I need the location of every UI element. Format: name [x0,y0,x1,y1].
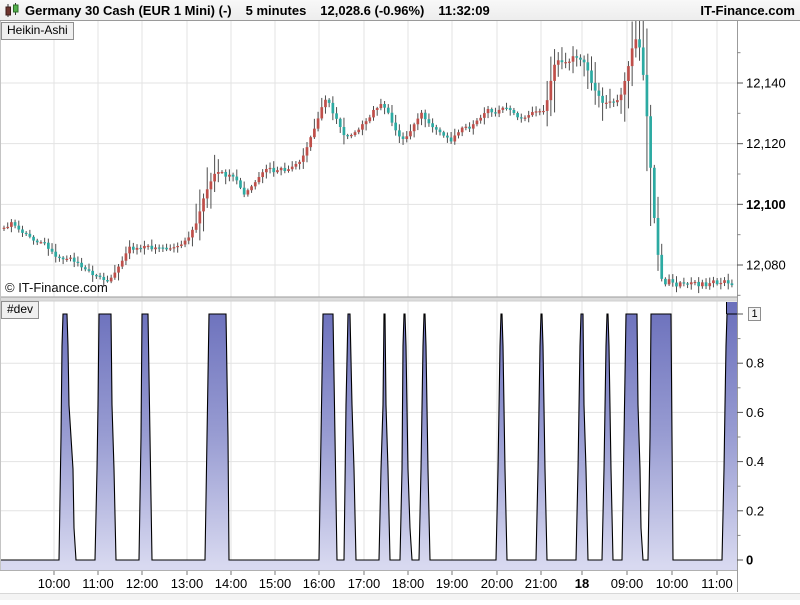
indicator-value-badge: 1 [748,307,761,321]
dev-indicator-series[interactable] [0,302,737,570]
price-axis[interactable]: 12,140 12,120 12,100 12,080 [737,52,786,296]
svg-text:21:00: 21:00 [525,576,558,591]
copyright-watermark: © IT-Finance.com [5,280,108,295]
svg-text:10:00: 10:00 [38,576,71,591]
pane-borders [0,21,800,600]
svg-text:14:00: 14:00 [215,576,248,591]
svg-text:0: 0 [746,553,753,568]
indicator-axis[interactable]: 0.8 0.6 0.4 0.2 0 [737,313,764,568]
instrument-name: Germany 30 Cash (EUR 1 Mini) (-) [25,2,232,18]
svg-text:0.8: 0.8 [746,356,764,371]
svg-text:20:00: 20:00 [481,576,514,591]
svg-text:12,080: 12,080 [746,257,786,272]
svg-text:0.4: 0.4 [746,454,764,469]
svg-text:17:00: 17:00 [348,576,381,591]
svg-text:12,100: 12,100 [746,197,786,212]
tab-heikin-ashi[interactable]: Heikin-Ashi [1,22,74,40]
svg-text:0.2: 0.2 [746,503,764,518]
svg-text:0.6: 0.6 [746,405,764,420]
clock: 11:32:09 [438,2,490,18]
candlestick-icon [5,2,19,17]
svg-text:10:00: 10:00 [656,576,689,591]
svg-text:11:00: 11:00 [82,576,114,591]
svg-text:12:00: 12:00 [126,576,159,591]
time-axis[interactable]: 10:00 11:00 12:00 13:00 14:00 15:00 16:00 17:00… [38,571,733,591]
svg-text:12,140: 12,140 [746,76,786,91]
svg-text:15:00: 15:00 [259,576,292,591]
svg-text:12,120: 12,120 [746,136,786,151]
svg-text:13:00: 13:00 [171,576,204,591]
svg-text:16:00: 16:00 [303,576,336,591]
timeframe-label: 5 minutes [245,2,307,18]
candlestick-series[interactable] [2,13,734,294]
svg-text:11:00: 11:00 [701,576,733,591]
svg-text:18:00: 18:00 [392,576,425,591]
brand-label: IT-Finance.com [700,2,795,18]
svg-text:09:00: 09:00 [611,576,644,591]
svg-text:19:00: 19:00 [436,576,469,591]
title-bar: Germany 30 Cash (EUR 1 Mini) (-) 5 minut… [0,0,800,21]
tab-dev-indicator[interactable]: #dev [1,301,40,319]
svg-text:18: 18 [575,576,589,591]
last-price-change: 12,028.6 (-0.96%) [320,2,425,18]
